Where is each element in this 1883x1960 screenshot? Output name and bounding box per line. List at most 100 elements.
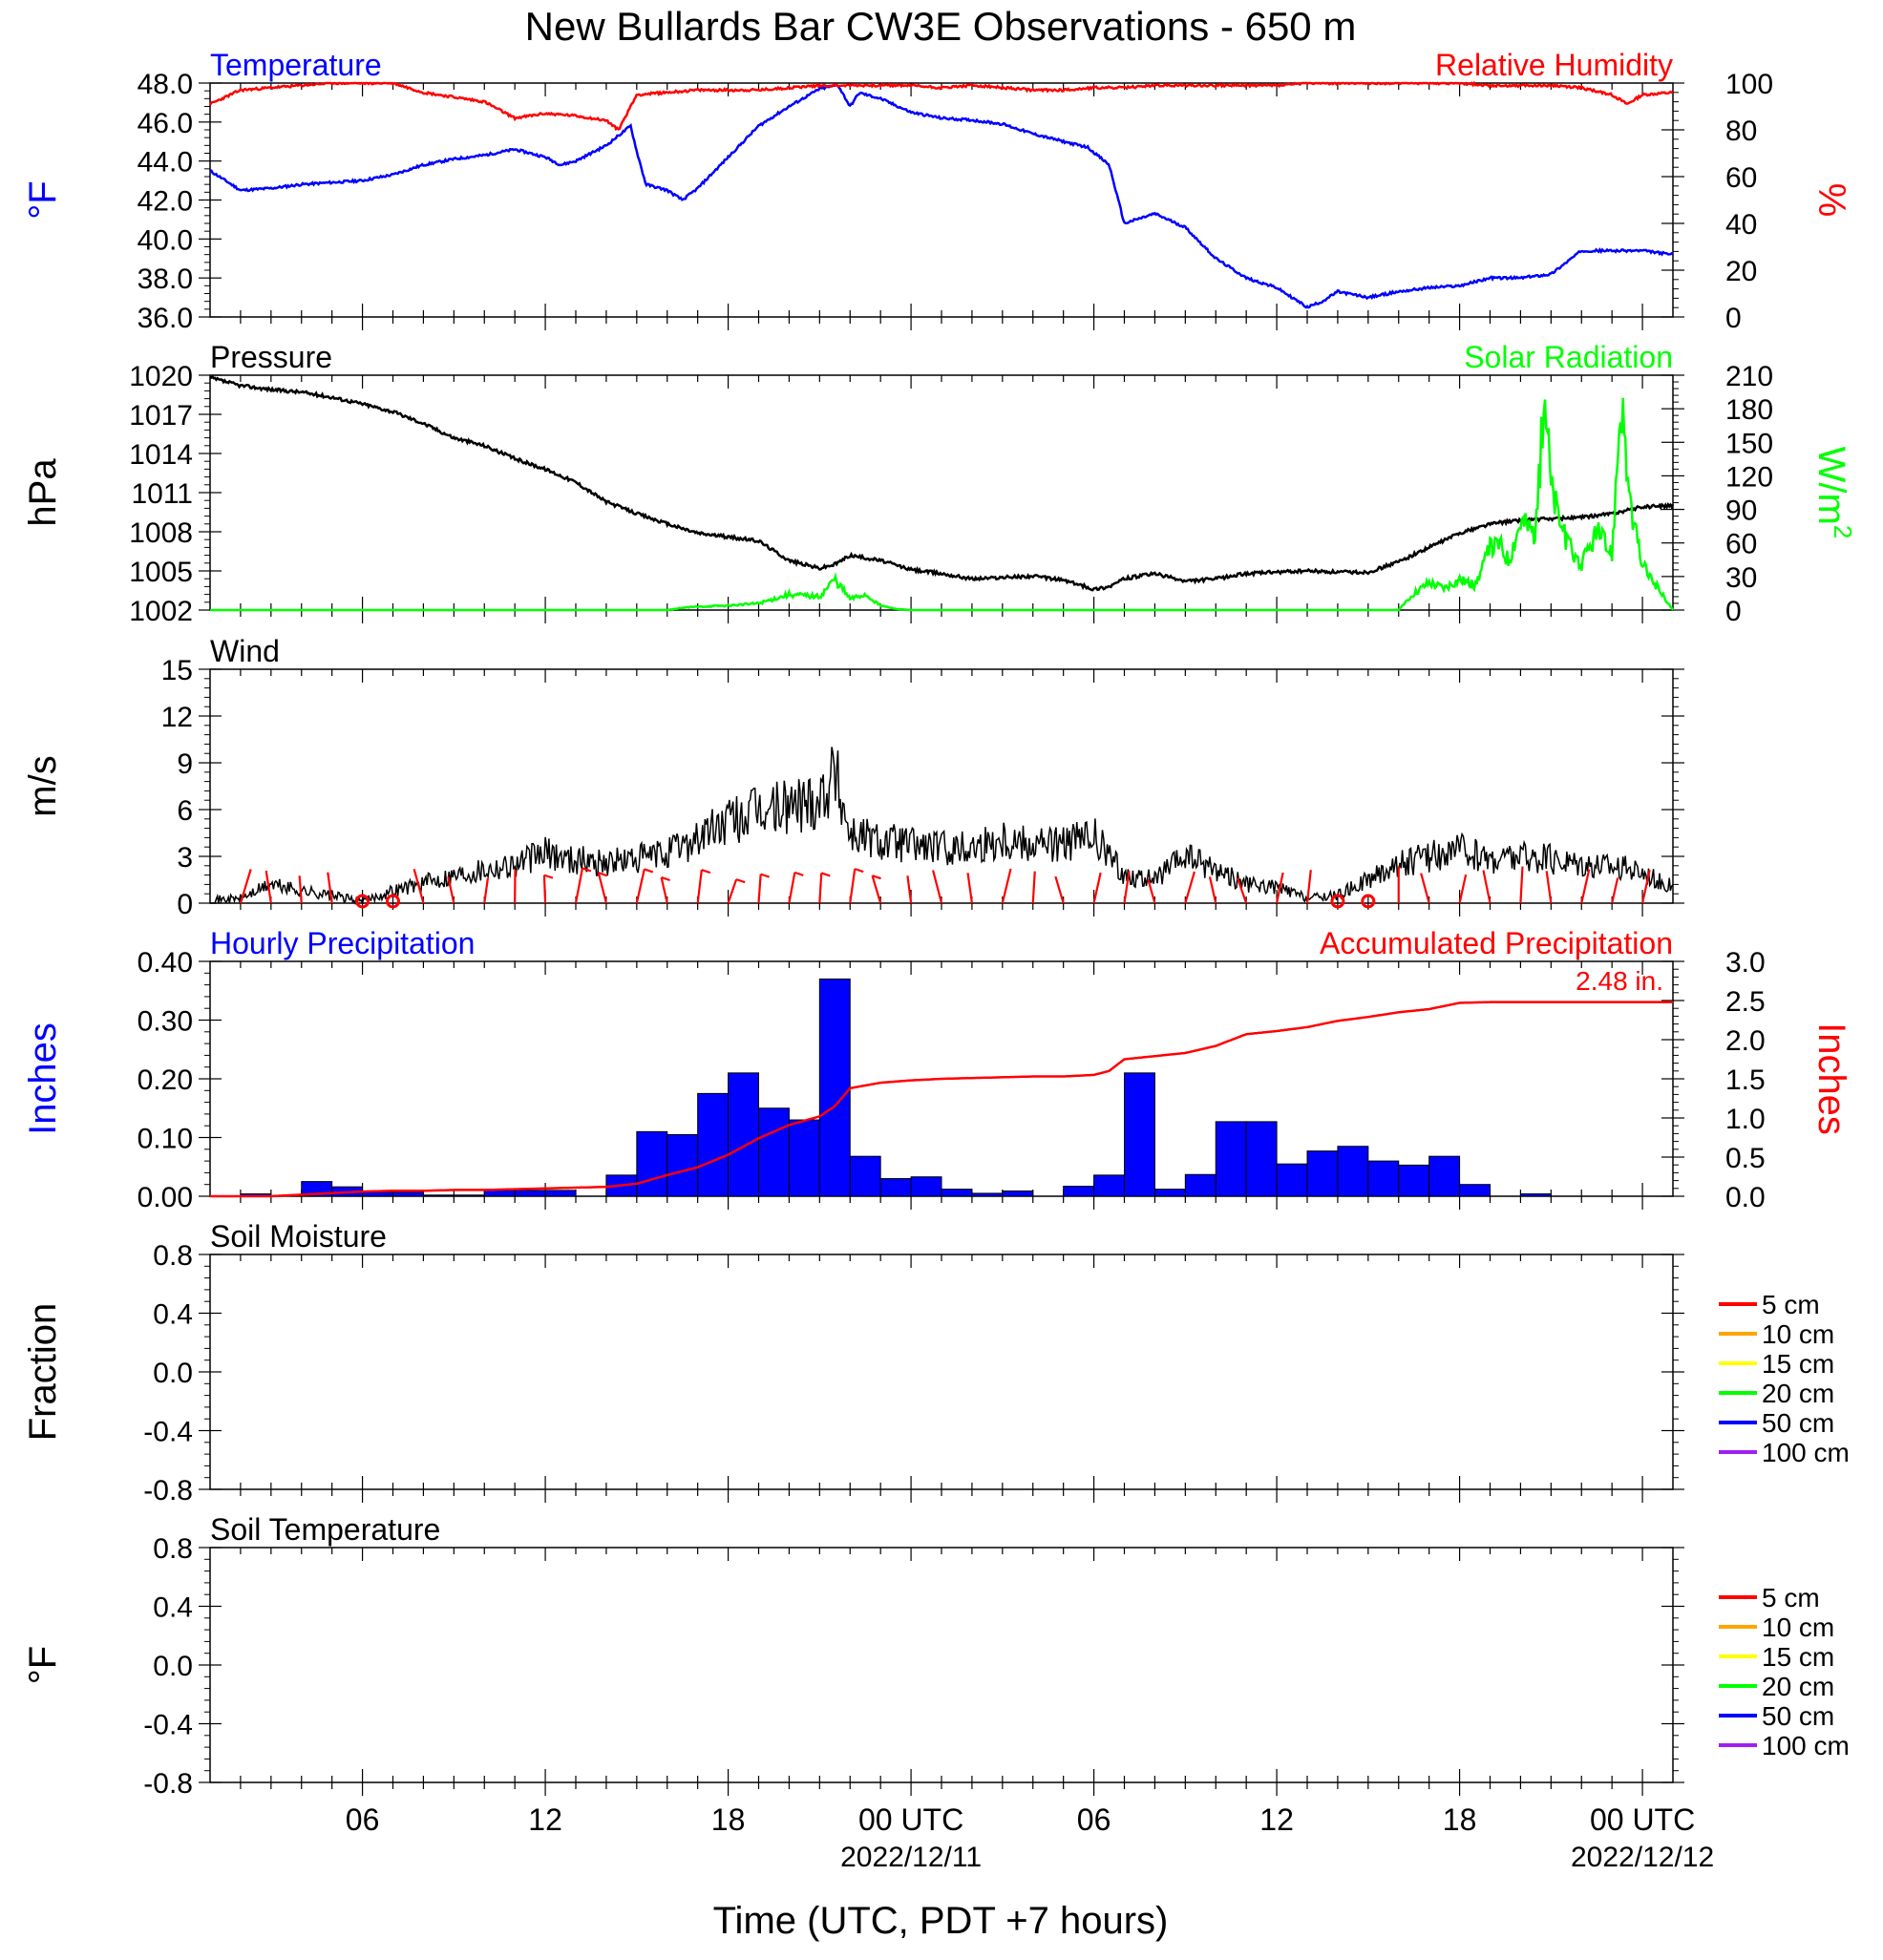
wind-y-axis-label: m/s — [22, 755, 64, 816]
hourly-precip-bar — [1063, 1186, 1095, 1197]
wind-frame — [209, 668, 1674, 904]
wind-y-tick-label: 15 — [161, 655, 193, 686]
pressure-y-right-tick-label: 60 — [1725, 529, 1757, 560]
precip-y-tick-label: 0.10 — [138, 1124, 193, 1155]
soil_temperature-y-tick-label: -0.8 — [143, 1768, 193, 1800]
hourly-precip-bar — [422, 1194, 455, 1197]
wind-barb-flag — [598, 872, 608, 877]
wind-barb — [1236, 877, 1248, 904]
wind-barb — [1184, 871, 1195, 904]
soil_moisture-legend-label: 5 cm — [1762, 1290, 1820, 1319]
x-axis-title: Time (UTC, PDT +7 hours) — [713, 1900, 1169, 1942]
precip-y-axis-label: Inches — [22, 1022, 64, 1135]
hourly-precip-bar — [544, 1190, 577, 1197]
x-tick-label: 06 — [1077, 1802, 1111, 1837]
wind-y-tick-label: 12 — [161, 702, 193, 733]
wind-y-tick-label: 3 — [177, 842, 193, 874]
wind-calm-marker — [1361, 894, 1376, 909]
wind-barb — [542, 875, 547, 904]
hourly-precip-bar — [666, 1133, 699, 1197]
hourly-precip-bar — [818, 978, 851, 1197]
hourly-precip-bar — [392, 1191, 424, 1197]
wind-barb — [1054, 875, 1065, 904]
wind-barb — [483, 877, 489, 904]
hourly-precip-bar — [1124, 1072, 1155, 1197]
soil_temperature-legend-label: 10 cm — [1762, 1612, 1834, 1642]
hourly-precip-bar — [788, 1119, 820, 1197]
wind-barb — [1482, 870, 1492, 904]
pressure-y-right-tick-label: 150 — [1725, 428, 1773, 459]
hourly-precip-bar — [1428, 1155, 1461, 1197]
wind-barb — [447, 876, 455, 904]
wind-barb-flag — [701, 869, 711, 875]
pressure-y-right-tick-label: 210 — [1725, 361, 1773, 392]
hourly-precip-bar — [1337, 1146, 1369, 1197]
hourly-precip-bar — [362, 1191, 394, 1197]
soil_temperature-legend-label: 100 cm — [1762, 1731, 1850, 1760]
precip-y-right-tick-label: 1.5 — [1725, 1064, 1766, 1096]
soil_moisture-legend-label: 50 cm — [1762, 1408, 1834, 1438]
temperature-y-right-tick-label: 100 — [1725, 69, 1773, 100]
hourly-precip-bar — [1245, 1121, 1278, 1197]
wind-barb-flag — [854, 868, 864, 874]
hourly-precip-bar — [1153, 1189, 1186, 1197]
hourly-precip-bar — [849, 1155, 881, 1197]
temperature-y-tick-label: 44.0 — [138, 147, 193, 179]
x-tick-label: 12 — [1259, 1802, 1294, 1837]
hourly-precip-bar — [1002, 1190, 1034, 1197]
wind-barb — [1611, 877, 1619, 904]
wind-barb — [298, 875, 303, 904]
soil_moisture-legend-label: 100 cm — [1762, 1438, 1850, 1467]
wind-speed-line — [210, 747, 1674, 906]
wind-barb — [635, 869, 645, 904]
pressure-y-tick-label: 1002 — [129, 596, 193, 627]
pressure-y-axis-label: hPa — [22, 458, 64, 527]
soil_temperature-y-tick-label: 0.0 — [153, 1651, 193, 1682]
wind-barb-flag — [582, 867, 592, 873]
precip-total-label: 2.48 in. — [1576, 966, 1663, 996]
soil_moisture-y-tick-label: 0.8 — [153, 1240, 193, 1272]
wind-barb — [818, 873, 823, 904]
temperature-y-tick-label: 36.0 — [138, 303, 193, 334]
soil_moisture-y-tick-label: -0.8 — [143, 1475, 193, 1507]
wind-y-tick-label: 9 — [177, 748, 193, 780]
hourly-precip-bar — [483, 1190, 516, 1197]
pressure-y-tick-label: 1005 — [129, 557, 193, 588]
wind-barb — [1276, 872, 1284, 904]
wind-barb-flag — [820, 872, 831, 877]
temperature-y-right-tick-label: 0 — [1725, 303, 1742, 334]
hourly-precip-bar — [879, 1178, 912, 1197]
hourly-precip-bar — [514, 1190, 546, 1197]
soil_temperature-y-tick-label: 0.8 — [153, 1533, 193, 1565]
temperature-y-axis-label: °F — [22, 180, 64, 219]
hourly-precip-bar — [1184, 1173, 1217, 1197]
hourly-precip-bar — [1459, 1184, 1492, 1197]
soil_moisture-y-axis-label: Fraction — [22, 1303, 64, 1442]
x-tick-sublabel: 2022/12/11 — [840, 1842, 982, 1873]
temperature-y-right-tick-label: 80 — [1725, 116, 1757, 147]
wind-barb — [1545, 871, 1553, 904]
solar-radiation-line — [210, 397, 1675, 612]
wind-barb — [696, 869, 703, 904]
wind-barb — [1458, 874, 1468, 904]
wind-title-left: Wind — [210, 634, 280, 668]
temperature-y-right-tick-label: 40 — [1725, 209, 1757, 241]
pressure-y-tick-label: 1014 — [129, 439, 193, 471]
wind-barb — [1208, 876, 1217, 904]
temperature-y-tick-label: 46.0 — [138, 108, 193, 139]
wind-barb-flag — [760, 873, 770, 878]
pressure-y-tick-label: 1017 — [129, 400, 193, 432]
pressure-title-right: Solar Radiation — [1464, 340, 1673, 374]
temperature-y-tick-label: 38.0 — [138, 263, 193, 295]
soil_temperature-y-axis-label: °F — [22, 1646, 64, 1684]
hourly-precip-bar — [1276, 1163, 1308, 1197]
pressure-y-right-tick-label: 0 — [1725, 596, 1742, 627]
precip-title-right: Accumulated Precipitation — [1320, 926, 1673, 960]
wind-barb-flag — [872, 875, 881, 880]
wind-barb — [849, 868, 857, 904]
precip-y-tick-label: 0.30 — [138, 1006, 193, 1038]
hourly-precip-bar — [453, 1194, 485, 1197]
precip-y-tick-label: 0.00 — [138, 1182, 193, 1213]
hourly-precip-bar — [941, 1189, 973, 1197]
